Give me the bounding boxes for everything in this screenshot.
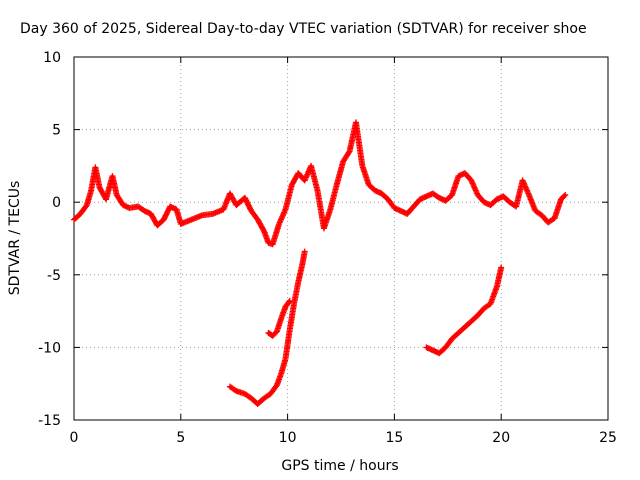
data-point <box>562 191 569 198</box>
x-axis: 0 5 10 15 20 25 <box>70 57 617 446</box>
y-tick-label: -10 <box>38 340 61 356</box>
data-point <box>301 248 308 255</box>
y-tick-label: 5 <box>52 123 61 139</box>
x-tick-label: 5 <box>176 430 185 446</box>
y-axis: -15 -10 -5 0 5 10 <box>38 50 608 429</box>
data-point <box>285 299 292 306</box>
x-tick-label: 0 <box>70 430 79 446</box>
y-tick-label: 0 <box>52 195 61 211</box>
y-tick-label: -15 <box>38 413 61 429</box>
data-point <box>345 149 352 156</box>
data-point <box>82 203 89 210</box>
y-axis-label: SDTVAR / TECUs <box>7 181 23 296</box>
data-point <box>260 226 267 233</box>
y-tick-label: 10 <box>43 50 61 66</box>
data-point <box>561 193 568 200</box>
y-tick-label: -5 <box>47 268 61 284</box>
plot-frame <box>73 56 609 421</box>
x-tick-label: 10 <box>279 430 297 446</box>
x-tick-label: 25 <box>599 430 617 446</box>
data-points <box>71 119 569 408</box>
data-point <box>498 264 505 271</box>
x-tick-label: 20 <box>492 430 510 446</box>
chart-title: Day 360 of 2025, Sidereal Day-to-day VTE… <box>20 21 587 37</box>
x-tick-label: 15 <box>385 430 403 446</box>
x-axis-label: GPS time / hours <box>281 458 398 474</box>
plot-border <box>73 56 609 421</box>
data-point <box>286 297 293 304</box>
